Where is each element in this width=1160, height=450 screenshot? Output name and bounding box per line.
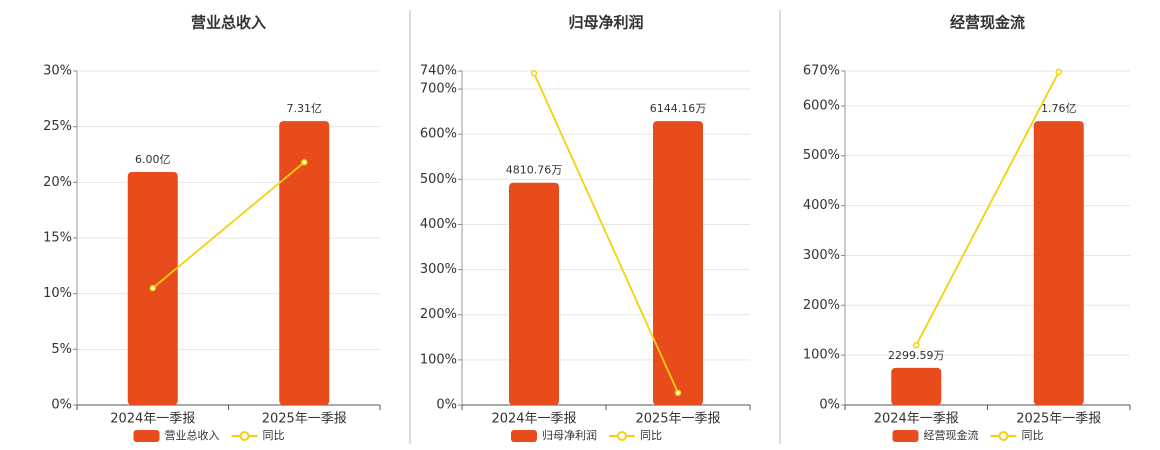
- chart-title: 归母净利润: [568, 14, 643, 32]
- bar-label: 4810.76万: [506, 164, 563, 177]
- chart-title: 经营现金流: [950, 14, 1025, 32]
- legend-swatch: [998, 431, 1009, 441]
- line-point: [1055, 68, 1062, 76]
- bar: [1033, 121, 1084, 405]
- bar: [653, 121, 703, 405]
- y-tick-label: 600%: [420, 127, 457, 142]
- y-tick-label: 100%: [420, 352, 457, 367]
- y-tick-label: 100%: [803, 348, 840, 363]
- legend-label: 经营现金流: [924, 428, 979, 442]
- bar-label: 2299.59万: [888, 349, 945, 362]
- bar-label: 1.76亿: [1041, 102, 1077, 115]
- line: [533, 72, 679, 394]
- y-tick-label: 600%: [803, 98, 840, 113]
- line-point: [301, 159, 308, 166]
- y-tick-label: 670%: [803, 64, 840, 79]
- y-tick-label: 10%: [43, 286, 72, 301]
- y-tick-label: 700%: [420, 82, 457, 97]
- y-tick-label: 400%: [420, 217, 457, 232]
- y-tick-label: 0%: [819, 398, 840, 413]
- bar: [509, 182, 559, 405]
- y-tick-label: 500%: [420, 172, 457, 187]
- x-tick-label: 2025年一季报: [1016, 412, 1101, 427]
- chart-title: 营业总收入: [191, 14, 266, 32]
- y-tick-label: 30%: [43, 64, 72, 79]
- y-tick-label: 20%: [43, 175, 72, 190]
- legend-label: 归母净利润: [542, 428, 597, 442]
- y-tick-label: 200%: [420, 307, 457, 322]
- x-tick-label: 2024年一季报: [491, 412, 576, 427]
- y-tick-label: 740%: [420, 64, 457, 79]
- line-point: [913, 341, 920, 349]
- y-tick-label: 500%: [803, 148, 840, 163]
- legend-swatch: [892, 430, 919, 442]
- legend-swatch: [133, 430, 160, 442]
- bar: [279, 121, 330, 405]
- y-tick-label: 25%: [43, 119, 72, 134]
- y-tick-label: 0%: [51, 398, 72, 413]
- x-tick-label: 2024年一季报: [874, 412, 959, 427]
- legend-swatch: [239, 431, 250, 441]
- y-tick-label: 300%: [420, 262, 457, 277]
- line: [915, 71, 1060, 346]
- legend-label: 营业总收入: [165, 428, 220, 442]
- y-tick-label: 300%: [803, 248, 840, 263]
- y-tick-label: 400%: [803, 198, 840, 213]
- legend-label: 同比: [263, 429, 285, 442]
- bar-label: 6.00亿: [135, 153, 171, 166]
- legend-label: 同比: [640, 429, 662, 442]
- line-point: [530, 70, 538, 77]
- x-tick-label: 2024年一季报: [110, 412, 195, 427]
- bar-label: 6144.16万: [650, 102, 707, 115]
- line: [152, 161, 305, 289]
- y-tick-label: 0%: [436, 398, 457, 413]
- bar: [891, 367, 942, 405]
- x-tick-label: 2025年一季报: [635, 412, 720, 427]
- x-tick-label: 2025年一季报: [262, 412, 347, 427]
- y-tick-label: 5%: [51, 342, 72, 357]
- bar-label: 7.31亿: [287, 102, 323, 115]
- line-point: [674, 389, 682, 397]
- line-point: [149, 284, 156, 292]
- legend-swatch: [617, 431, 627, 441]
- y-tick-label: 15%: [43, 231, 72, 246]
- legend-swatch: [511, 430, 537, 442]
- legend-label: 同比: [1022, 429, 1044, 442]
- y-tick-label: 200%: [803, 298, 840, 313]
